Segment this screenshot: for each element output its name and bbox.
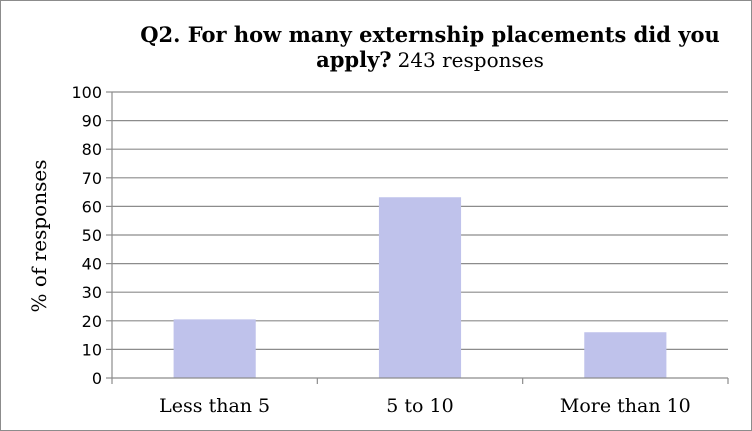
y-tick-label: 90 xyxy=(82,112,102,131)
y-tick-label: 100 xyxy=(71,83,102,102)
bar-less-than-5 xyxy=(173,319,256,378)
chart-subtitle: 243 responses xyxy=(398,48,544,72)
y-tick-label: 40 xyxy=(82,255,102,274)
y-tick-label: 20 xyxy=(82,312,102,331)
chart-title-line-1: Q2. For how many externship placements d… xyxy=(140,22,720,47)
axes xyxy=(106,91,729,384)
y-tick-label: 0 xyxy=(92,369,102,388)
chart-title-line-2: apply? 243 responses xyxy=(316,47,544,72)
chart-title-line-2-text: apply? xyxy=(316,47,391,72)
bar-5-to-10 xyxy=(378,197,462,378)
y-tick-label: 30 xyxy=(82,283,102,302)
y-tick-label: 60 xyxy=(82,197,102,216)
x-category-labels: Less than 5 5 to 10 More than 10 xyxy=(159,395,691,417)
bars xyxy=(173,197,667,378)
x-category-label: Less than 5 xyxy=(159,395,270,417)
x-category-label: 5 to 10 xyxy=(386,395,453,417)
bar-more-than-10 xyxy=(584,332,667,378)
y-tick-labels: 0 10 20 30 40 50 60 70 80 90 100 xyxy=(71,83,102,388)
y-tick-label: 10 xyxy=(82,340,102,359)
x-category-label: More than 10 xyxy=(560,395,691,417)
chart-title: Q2. For how many externship placements d… xyxy=(140,22,720,72)
y-tick-label: 50 xyxy=(82,226,102,245)
y-axis-title: % of responses xyxy=(27,160,51,313)
y-tick-label: 70 xyxy=(82,169,102,188)
y-tick-label: 80 xyxy=(82,140,102,159)
